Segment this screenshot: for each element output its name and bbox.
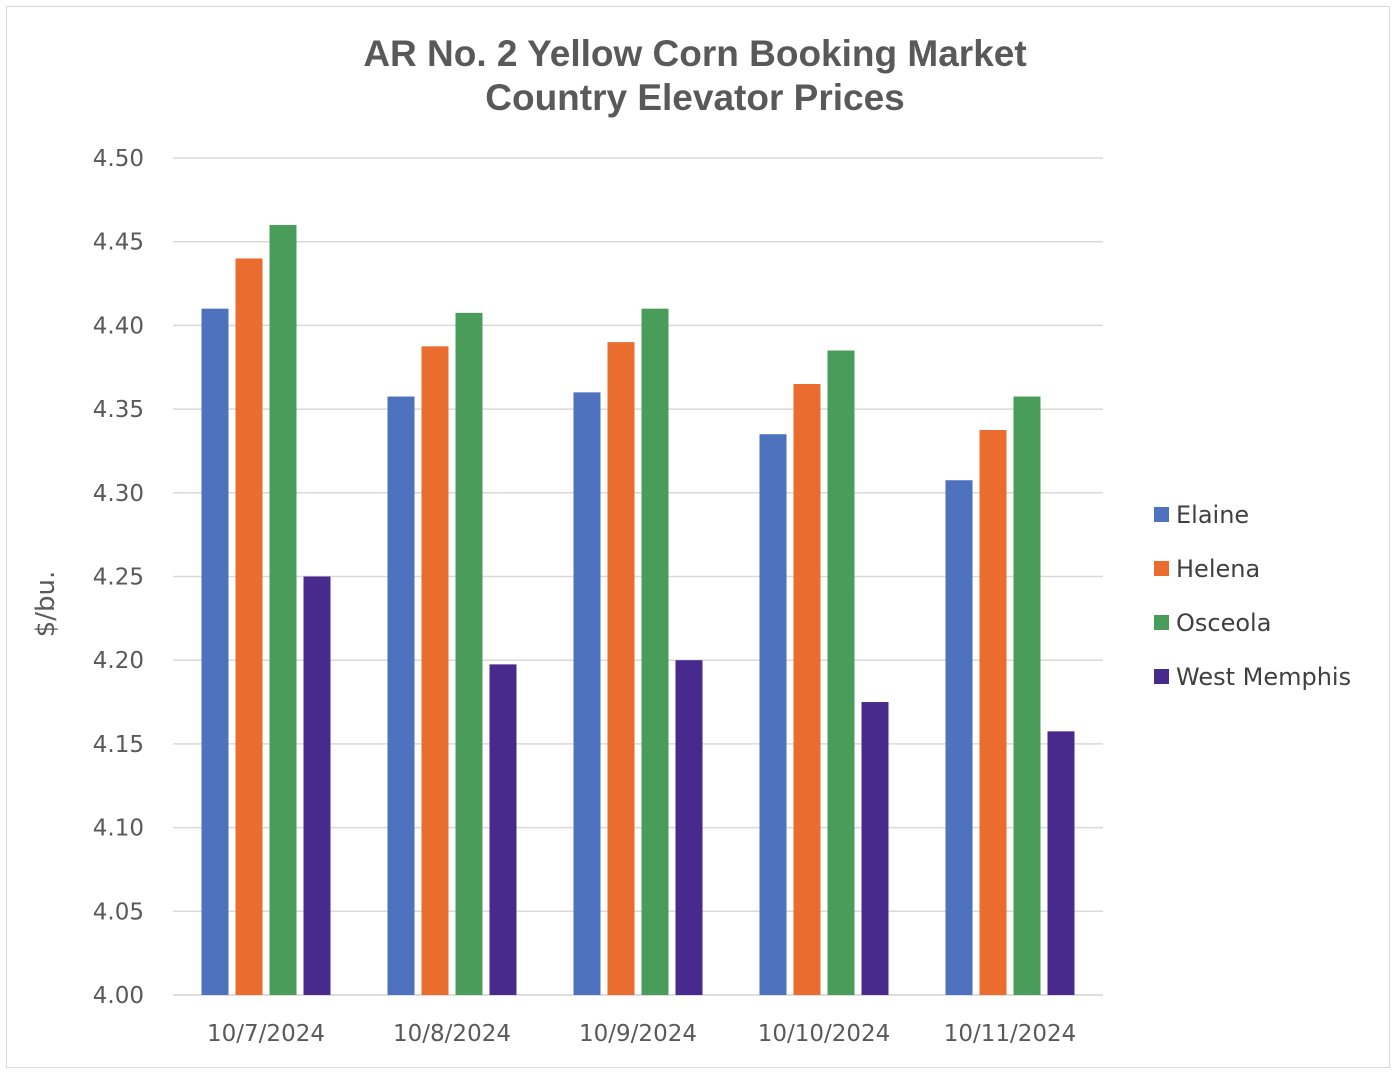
legend: Elaine Helena Osceola West Memphis: [1154, 501, 1351, 691]
legend-label-osceola: Osceola: [1176, 609, 1271, 637]
bar-west-memphis-3: [861, 702, 889, 995]
bar-west-memphis-4: [1047, 731, 1075, 995]
bar-osceola-1: [455, 312, 483, 996]
y-tick-label: 4.35: [93, 397, 144, 423]
x-tick-label: 10/8/2024: [393, 1021, 511, 1047]
y-axis-title: $/bu.: [31, 571, 61, 638]
bar-west-memphis-1: [489, 664, 517, 995]
x-tick-label: 10/7/2024: [207, 1021, 325, 1047]
bar-elaine-1: [387, 396, 415, 995]
bar-elaine-2: [573, 392, 601, 995]
bar-osceola-0: [269, 224, 297, 995]
bar-helena-0: [235, 258, 263, 995]
bar-west-memphis-0: [303, 576, 331, 995]
bar-helena-1: [421, 346, 449, 995]
legend-swatch-osceola: [1154, 615, 1169, 630]
bar-west-memphis-2: [675, 660, 703, 995]
bar-osceola-3: [827, 350, 855, 995]
legend-swatch-elaine: [1154, 507, 1169, 522]
legend-swatch-west-memphis: [1154, 669, 1169, 684]
y-tick-label: 4.05: [93, 899, 144, 925]
chart-subtitle: Country Elevator Prices: [485, 77, 904, 118]
bar-osceola-4: [1013, 396, 1041, 995]
legend-label-west-memphis: West Memphis: [1176, 663, 1351, 691]
bar-osceola-2: [641, 308, 669, 995]
x-tick-label: 10/10/2024: [758, 1021, 891, 1047]
bar-elaine-0: [201, 308, 229, 995]
bar-elaine-3: [759, 434, 787, 996]
y-tick-label: 4.25: [93, 565, 144, 591]
bar-elaine-4: [945, 480, 973, 995]
y-tick-label: 4.20: [93, 648, 144, 674]
x-tick-label: 10/9/2024: [579, 1021, 697, 1047]
y-tick-label: 4.15: [93, 732, 144, 758]
y-tick-label: 4.45: [93, 230, 144, 256]
bar-helena-2: [607, 342, 635, 995]
y-tick-label: 4.00: [93, 983, 144, 1009]
x-tick-labels: 10/7/2024 10/8/2024 10/9/2024 10/10/2024 10/…: [207, 1021, 1076, 1047]
y-tick-label: 4.10: [93, 816, 144, 842]
bar-helena-4: [979, 430, 1007, 995]
y-tick-label: 4.40: [93, 313, 144, 339]
y-tick-labels: 4.00 4.05 4.10 4.15 4.20 4.25 4.30 4.35 4.40 4.45…: [93, 146, 144, 1009]
x-tick-label: 10/11/2024: [944, 1021, 1077, 1047]
y-tick-label: 4.50: [93, 146, 144, 172]
y-tick-label: 4.30: [93, 481, 144, 507]
bars: [201, 224, 1075, 996]
legend-swatch-helena: [1154, 561, 1169, 576]
chart-title: AR No. 2 Yellow Corn Booking Market: [363, 33, 1026, 74]
bar-helena-3: [793, 383, 821, 995]
legend-label-helena: Helena: [1176, 555, 1260, 583]
legend-label-elaine: Elaine: [1176, 501, 1249, 529]
